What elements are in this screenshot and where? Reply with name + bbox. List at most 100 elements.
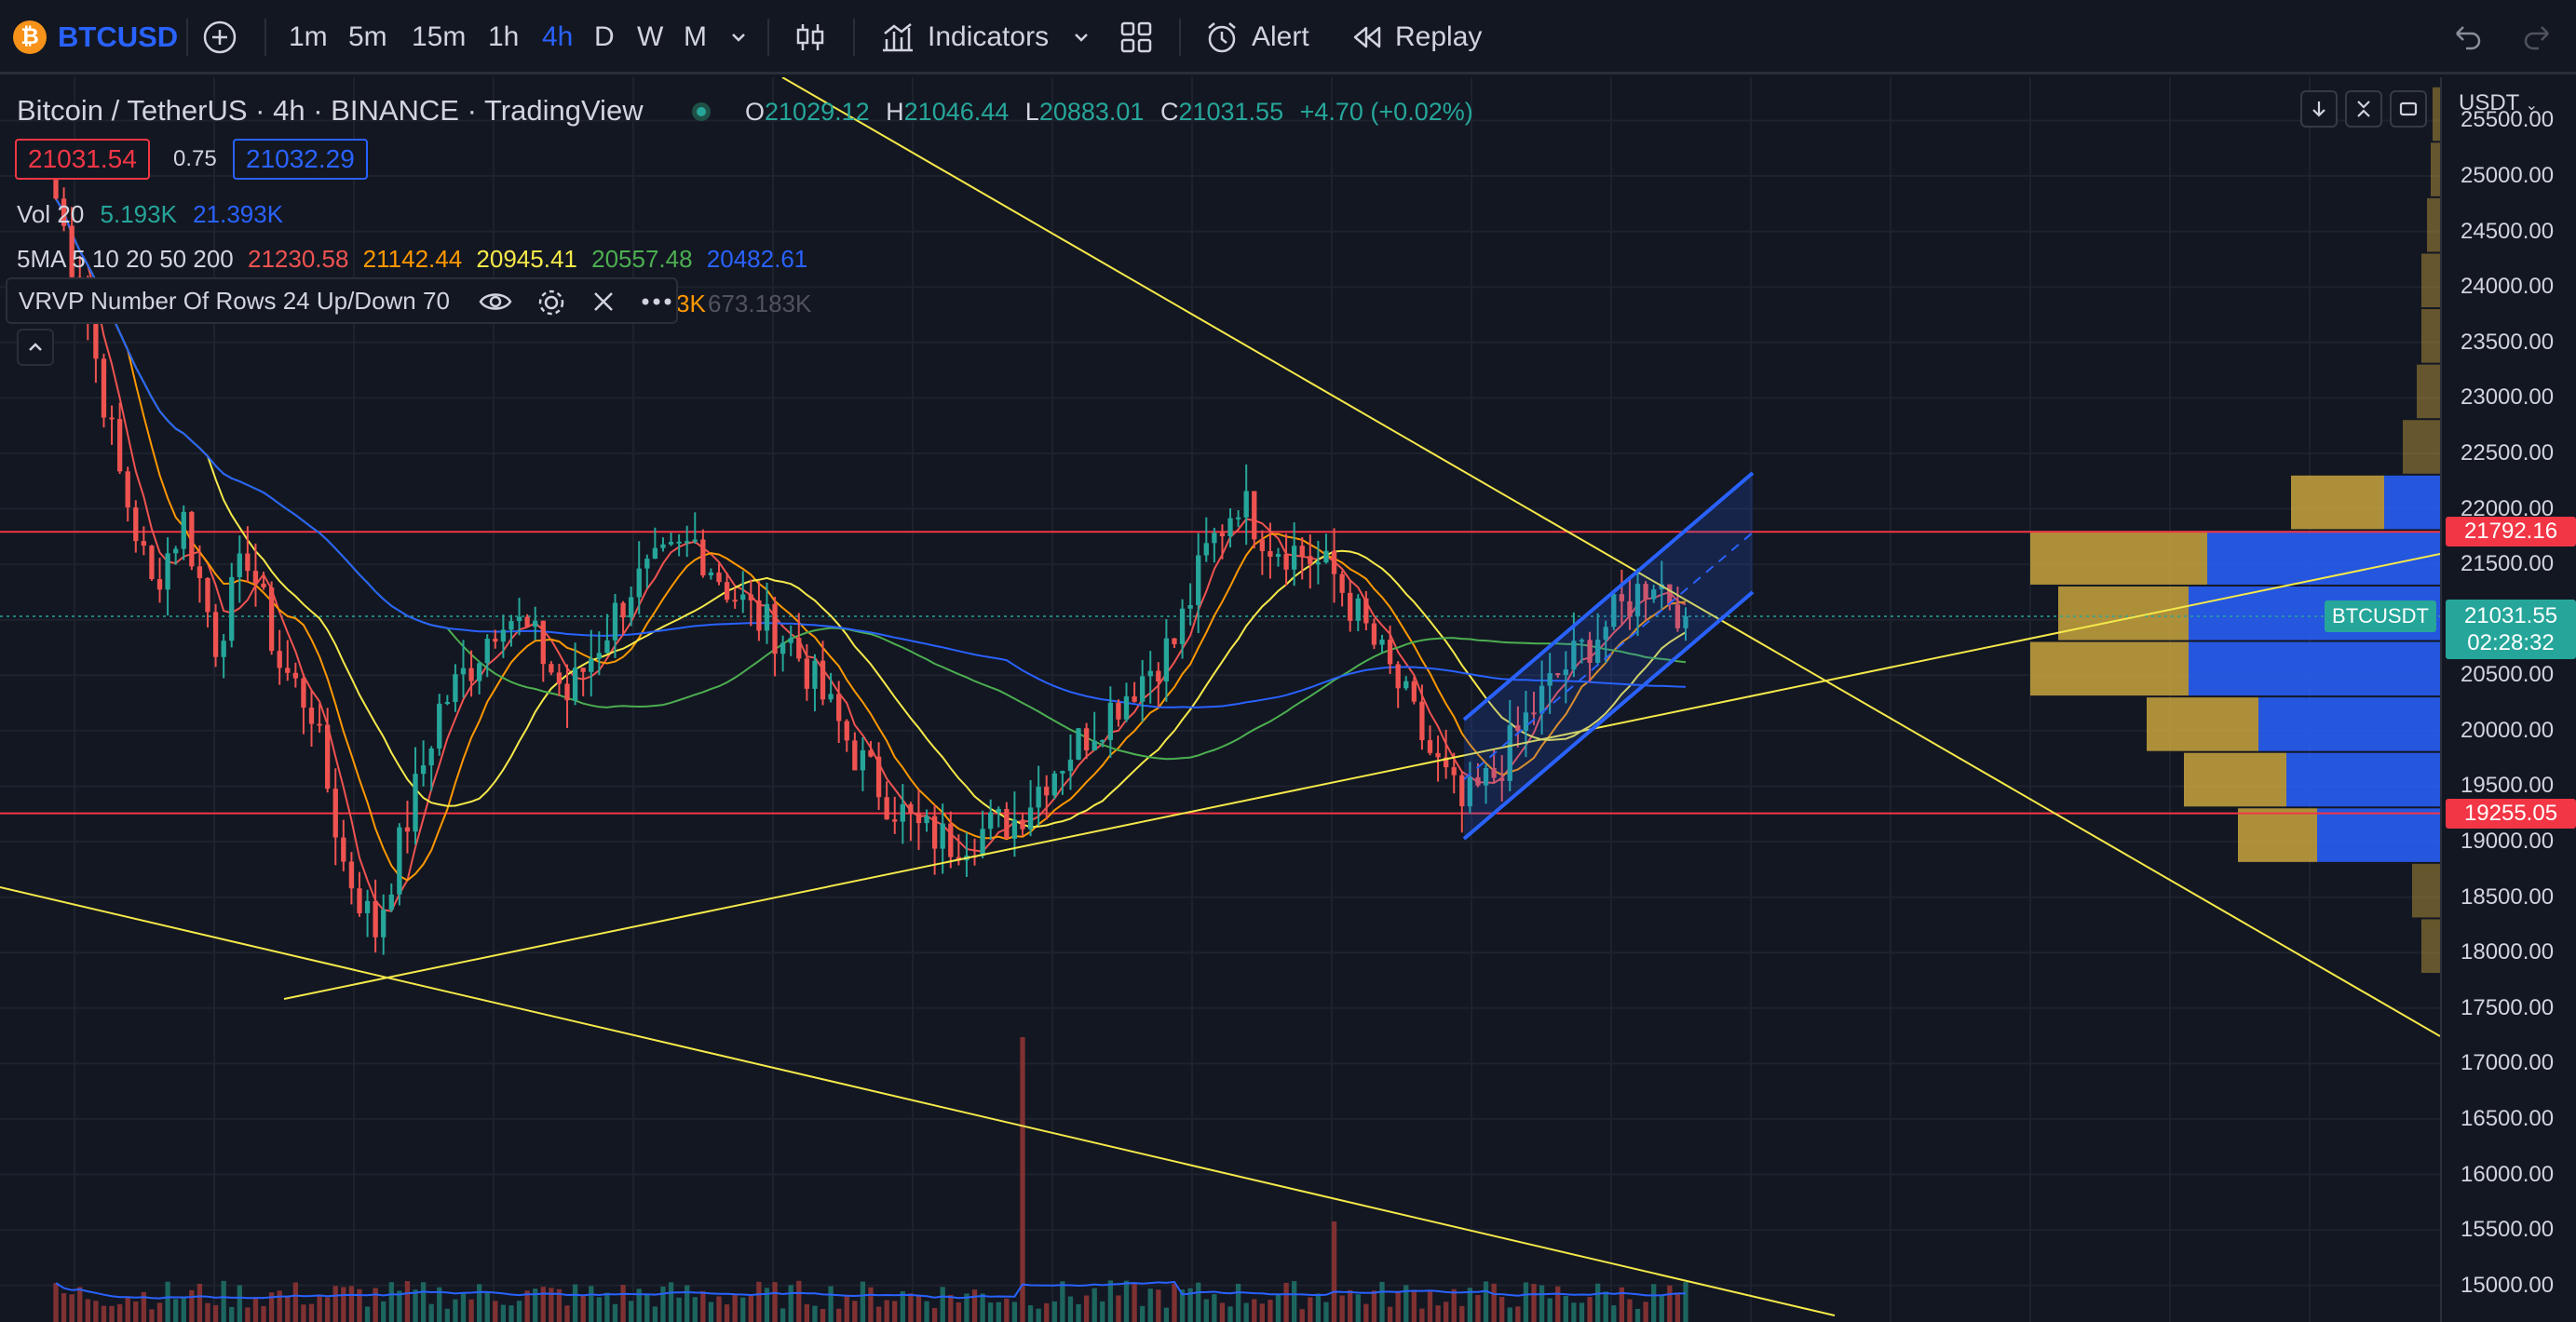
volume-bar bbox=[1147, 1288, 1153, 1322]
gear-icon[interactable] bbox=[536, 288, 566, 317]
spread-value: 0.75 bbox=[173, 146, 217, 171]
vrvp-label: VRVP Number Of Rows 24 Up/Down 70 bbox=[19, 286, 450, 315]
volume-profile bbox=[2030, 87, 2440, 974]
top-toolbar: ₿ BTCUSD 1m 5m 15m 1h 4h D W M Indicator… bbox=[0, 0, 2576, 74]
market-status-icon[interactable] bbox=[689, 100, 713, 124]
candle-body bbox=[1483, 767, 1489, 786]
interval-5m[interactable]: 5m bbox=[348, 21, 387, 52]
interval-1m[interactable]: 1m bbox=[289, 21, 328, 52]
more-options-icon[interactable] bbox=[641, 294, 672, 309]
chart-type-button[interactable] bbox=[792, 0, 829, 74]
candle-body bbox=[1387, 640, 1393, 665]
maximize-pane-button[interactable] bbox=[2390, 90, 2427, 128]
volume-bar bbox=[1036, 1308, 1041, 1322]
templates-button[interactable] bbox=[1118, 0, 1155, 74]
compare-symbol-button[interactable] bbox=[201, 0, 238, 74]
undo-button[interactable] bbox=[2451, 0, 2485, 74]
interval-d[interactable]: D bbox=[594, 21, 615, 52]
price-tick-label: 24000.00 bbox=[2461, 274, 2555, 300]
interval-1h[interactable]: 1h bbox=[488, 21, 520, 52]
volume-bar bbox=[125, 1297, 130, 1322]
interval-4h[interactable]: 4h bbox=[542, 21, 574, 52]
volume-bar bbox=[1051, 1301, 1057, 1322]
vrvp-legend-bar[interactable]: VRVP Number Of Rows 24 Up/Down 70 bbox=[6, 277, 678, 324]
ma-label: 5MA 5 10 20 50 200 bbox=[17, 245, 234, 273]
interval-m[interactable]: M bbox=[684, 21, 707, 52]
collapse-pane-button[interactable] bbox=[2345, 90, 2382, 128]
volume-bar bbox=[149, 1309, 155, 1322]
indicators-dropdown-button[interactable] bbox=[1069, 0, 1093, 74]
volume-bar bbox=[1259, 1303, 1266, 1322]
alert-button[interactable]: Alert bbox=[1203, 0, 1309, 74]
ask-price-box[interactable]: 21032.29 bbox=[233, 139, 368, 180]
volume-bar bbox=[205, 1302, 210, 1322]
bar-countdown: 02:28:32 bbox=[2467, 629, 2555, 655]
price-axis[interactable]: USDT ⌄ 25500.00 25000.00 24500.00 24000.00 2… bbox=[2440, 77, 2576, 1322]
volume-bar bbox=[109, 1305, 115, 1322]
volume-bar bbox=[732, 1295, 738, 1322]
volume-bar bbox=[388, 1282, 394, 1322]
price-tick-label: 25500.00 bbox=[2461, 107, 2555, 133]
volume-legend[interactable]: Vol 20 5.193K 21.393K bbox=[17, 200, 283, 229]
volume-bar bbox=[580, 1294, 586, 1322]
volume-bar bbox=[1619, 1287, 1625, 1322]
volume-bar bbox=[1100, 1301, 1105, 1322]
bitcoin-logo-icon[interactable]: ₿ bbox=[13, 20, 47, 54]
volume-bar bbox=[1634, 1308, 1641, 1322]
interval-w[interactable]: W bbox=[637, 21, 664, 52]
candle-body bbox=[1539, 685, 1545, 714]
candle-body bbox=[93, 322, 99, 359]
volume-bar bbox=[1435, 1305, 1441, 1322]
candle-body bbox=[580, 668, 586, 672]
candle-body bbox=[468, 668, 474, 681]
interval-15m[interactable]: 15m bbox=[412, 21, 467, 52]
candle-body bbox=[141, 541, 147, 546]
indicators-button[interactable]: Indicators bbox=[879, 0, 1049, 74]
volume-profile-up bbox=[2412, 863, 2440, 918]
layout-grid-icon bbox=[1120, 21, 1152, 53]
volume-bar bbox=[1283, 1282, 1289, 1322]
volume-bar bbox=[1371, 1290, 1377, 1322]
volume-bar bbox=[1659, 1295, 1664, 1322]
candle-body bbox=[828, 694, 834, 700]
candle-body bbox=[268, 587, 275, 652]
price-tick-label: 19000.00 bbox=[2461, 829, 2555, 855]
candle-body bbox=[156, 579, 163, 590]
low-value: 20883.01 bbox=[1038, 98, 1145, 126]
channel-lower-line bbox=[1462, 590, 1755, 841]
candle-body bbox=[988, 812, 994, 830]
candle-body bbox=[868, 749, 874, 757]
candle-body bbox=[1156, 670, 1161, 682]
chart-area[interactable]: Bitcoin / TetherUS · 4h · BINANCE · Trad… bbox=[0, 77, 2576, 1322]
legend-title[interactable]: Bitcoin / TetherUS · 4h · BINANCE · Trad… bbox=[17, 94, 644, 128]
candle-body bbox=[628, 597, 634, 618]
candle-body bbox=[1203, 543, 1209, 556]
candle-body bbox=[1515, 725, 1521, 732]
symbol-search-button[interactable]: BTCUSD bbox=[58, 20, 179, 53]
candle-body bbox=[508, 621, 514, 630]
volume-label: Vol 20 bbox=[17, 200, 85, 228]
candle-body bbox=[53, 165, 59, 199]
eye-icon[interactable] bbox=[479, 288, 512, 316]
replay-button[interactable]: Replay bbox=[1350, 0, 1482, 74]
ma-legend[interactable]: 5MA 5 10 20 50 200 21230.58 21142.44 209… bbox=[17, 245, 807, 274]
volume-bar bbox=[1067, 1296, 1074, 1322]
interval-dropdown-button[interactable] bbox=[726, 0, 751, 74]
candle-body bbox=[1499, 777, 1505, 781]
volume-bar bbox=[332, 1286, 338, 1322]
volume-bar bbox=[1212, 1294, 1217, 1322]
redo-button[interactable] bbox=[2520, 0, 2554, 74]
volume-bar bbox=[476, 1284, 482, 1322]
collapse-legend-button[interactable] bbox=[17, 329, 54, 366]
legend-interval: · bbox=[255, 94, 274, 127]
bid-price-box[interactable]: 21031.54 bbox=[15, 139, 150, 180]
volume-bar bbox=[1060, 1281, 1065, 1322]
currency-selector[interactable]: USDT ⌄ bbox=[2459, 90, 2538, 116]
candle-body bbox=[1563, 669, 1568, 676]
arrow-down-icon bbox=[2312, 101, 2325, 117]
volume-bar bbox=[1107, 1280, 1114, 1322]
candle-body bbox=[1467, 776, 1473, 807]
scroll-to-latest-button[interactable] bbox=[2300, 90, 2338, 128]
volume-profile-down bbox=[2286, 752, 2440, 807]
close-icon[interactable] bbox=[590, 289, 617, 315]
